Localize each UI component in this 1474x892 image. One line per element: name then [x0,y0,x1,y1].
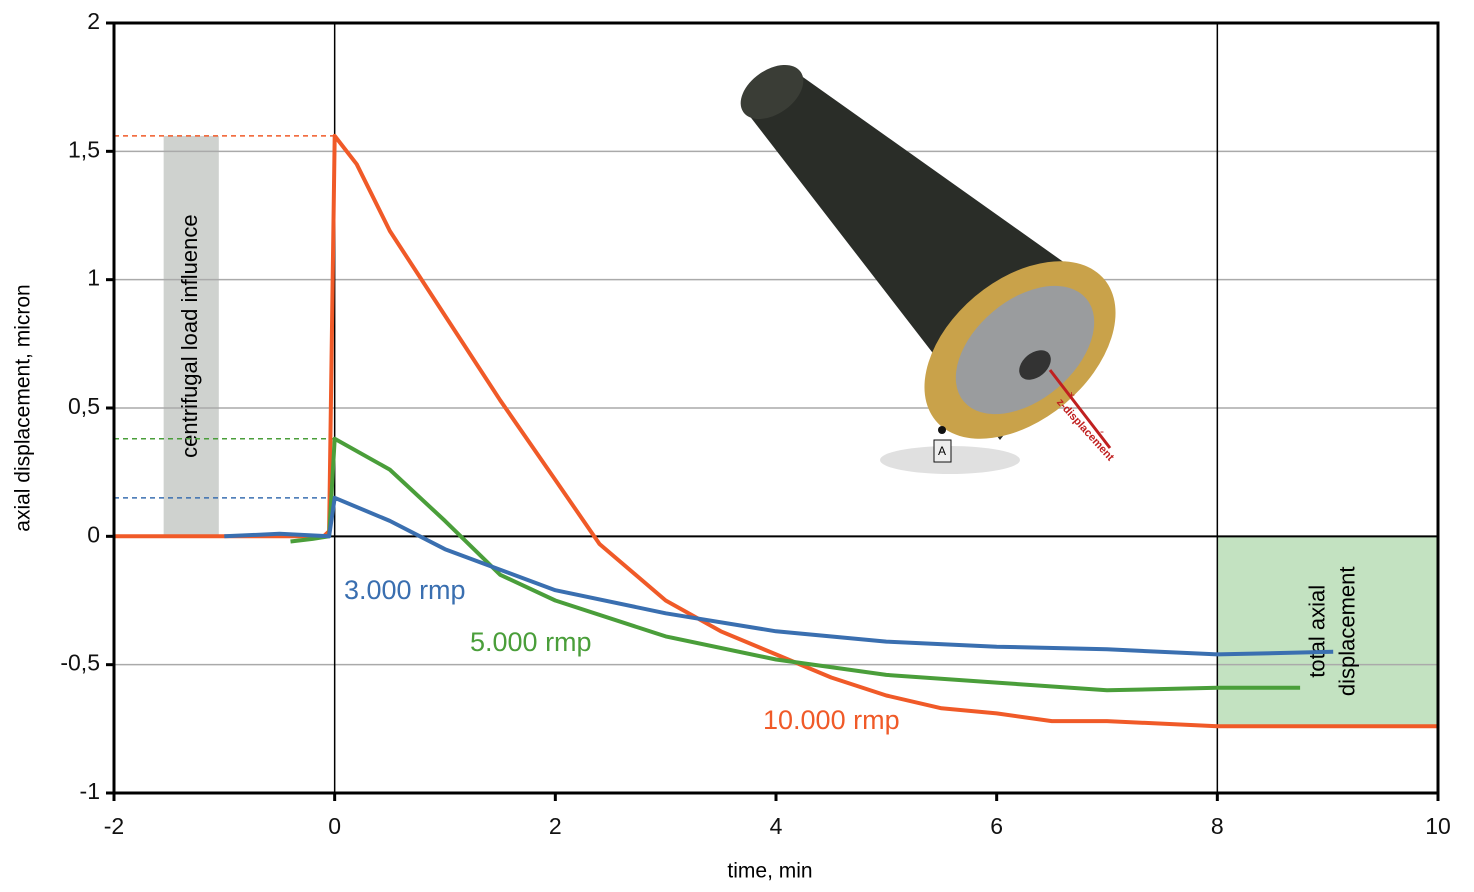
y-tick-label: -0,5 [60,650,100,676]
series-label: 10.000 rmp [763,705,900,735]
x-tick-label: 6 [990,813,1003,839]
plot-frame [112,21,1440,795]
series-label: 5.000 rmp [470,627,592,657]
y-axis-label: axial displacement, micron [12,284,35,531]
region-label: centrifugal load influence [177,214,202,457]
y-tick-label: 0,5 [68,393,100,419]
arrow-label: z-displacement [1054,396,1116,463]
region-label: total axial displacement [1304,566,1359,696]
x-tick-label: 2 [549,813,562,839]
x-tick-label: 0 [328,813,341,839]
y-tick-label: 1,5 [68,136,100,162]
series-line [290,436,1301,693]
y-tick-label: -1 [80,778,100,804]
y-tick-label: 1 [87,265,100,291]
series-label: 3.000 rmp [344,575,466,605]
x-tick-label: -2 [104,813,124,839]
x-axis-label: time, min [727,860,812,883]
y-tick-label: 2 [87,8,100,34]
x-tick-label: 10 [1425,813,1451,839]
plus-label: + [1068,388,1075,402]
minus-label: - [1100,424,1104,438]
region [1217,536,1438,727]
cylinder-photo: A z-displacement + - [740,65,1116,474]
point-label: A [938,444,946,458]
series-line [224,495,1334,657]
x-tick-label: 4 [770,813,783,839]
x-tick-label: 8 [1211,813,1224,839]
y-tick-label: 0 [87,521,100,547]
region [163,135,219,537]
